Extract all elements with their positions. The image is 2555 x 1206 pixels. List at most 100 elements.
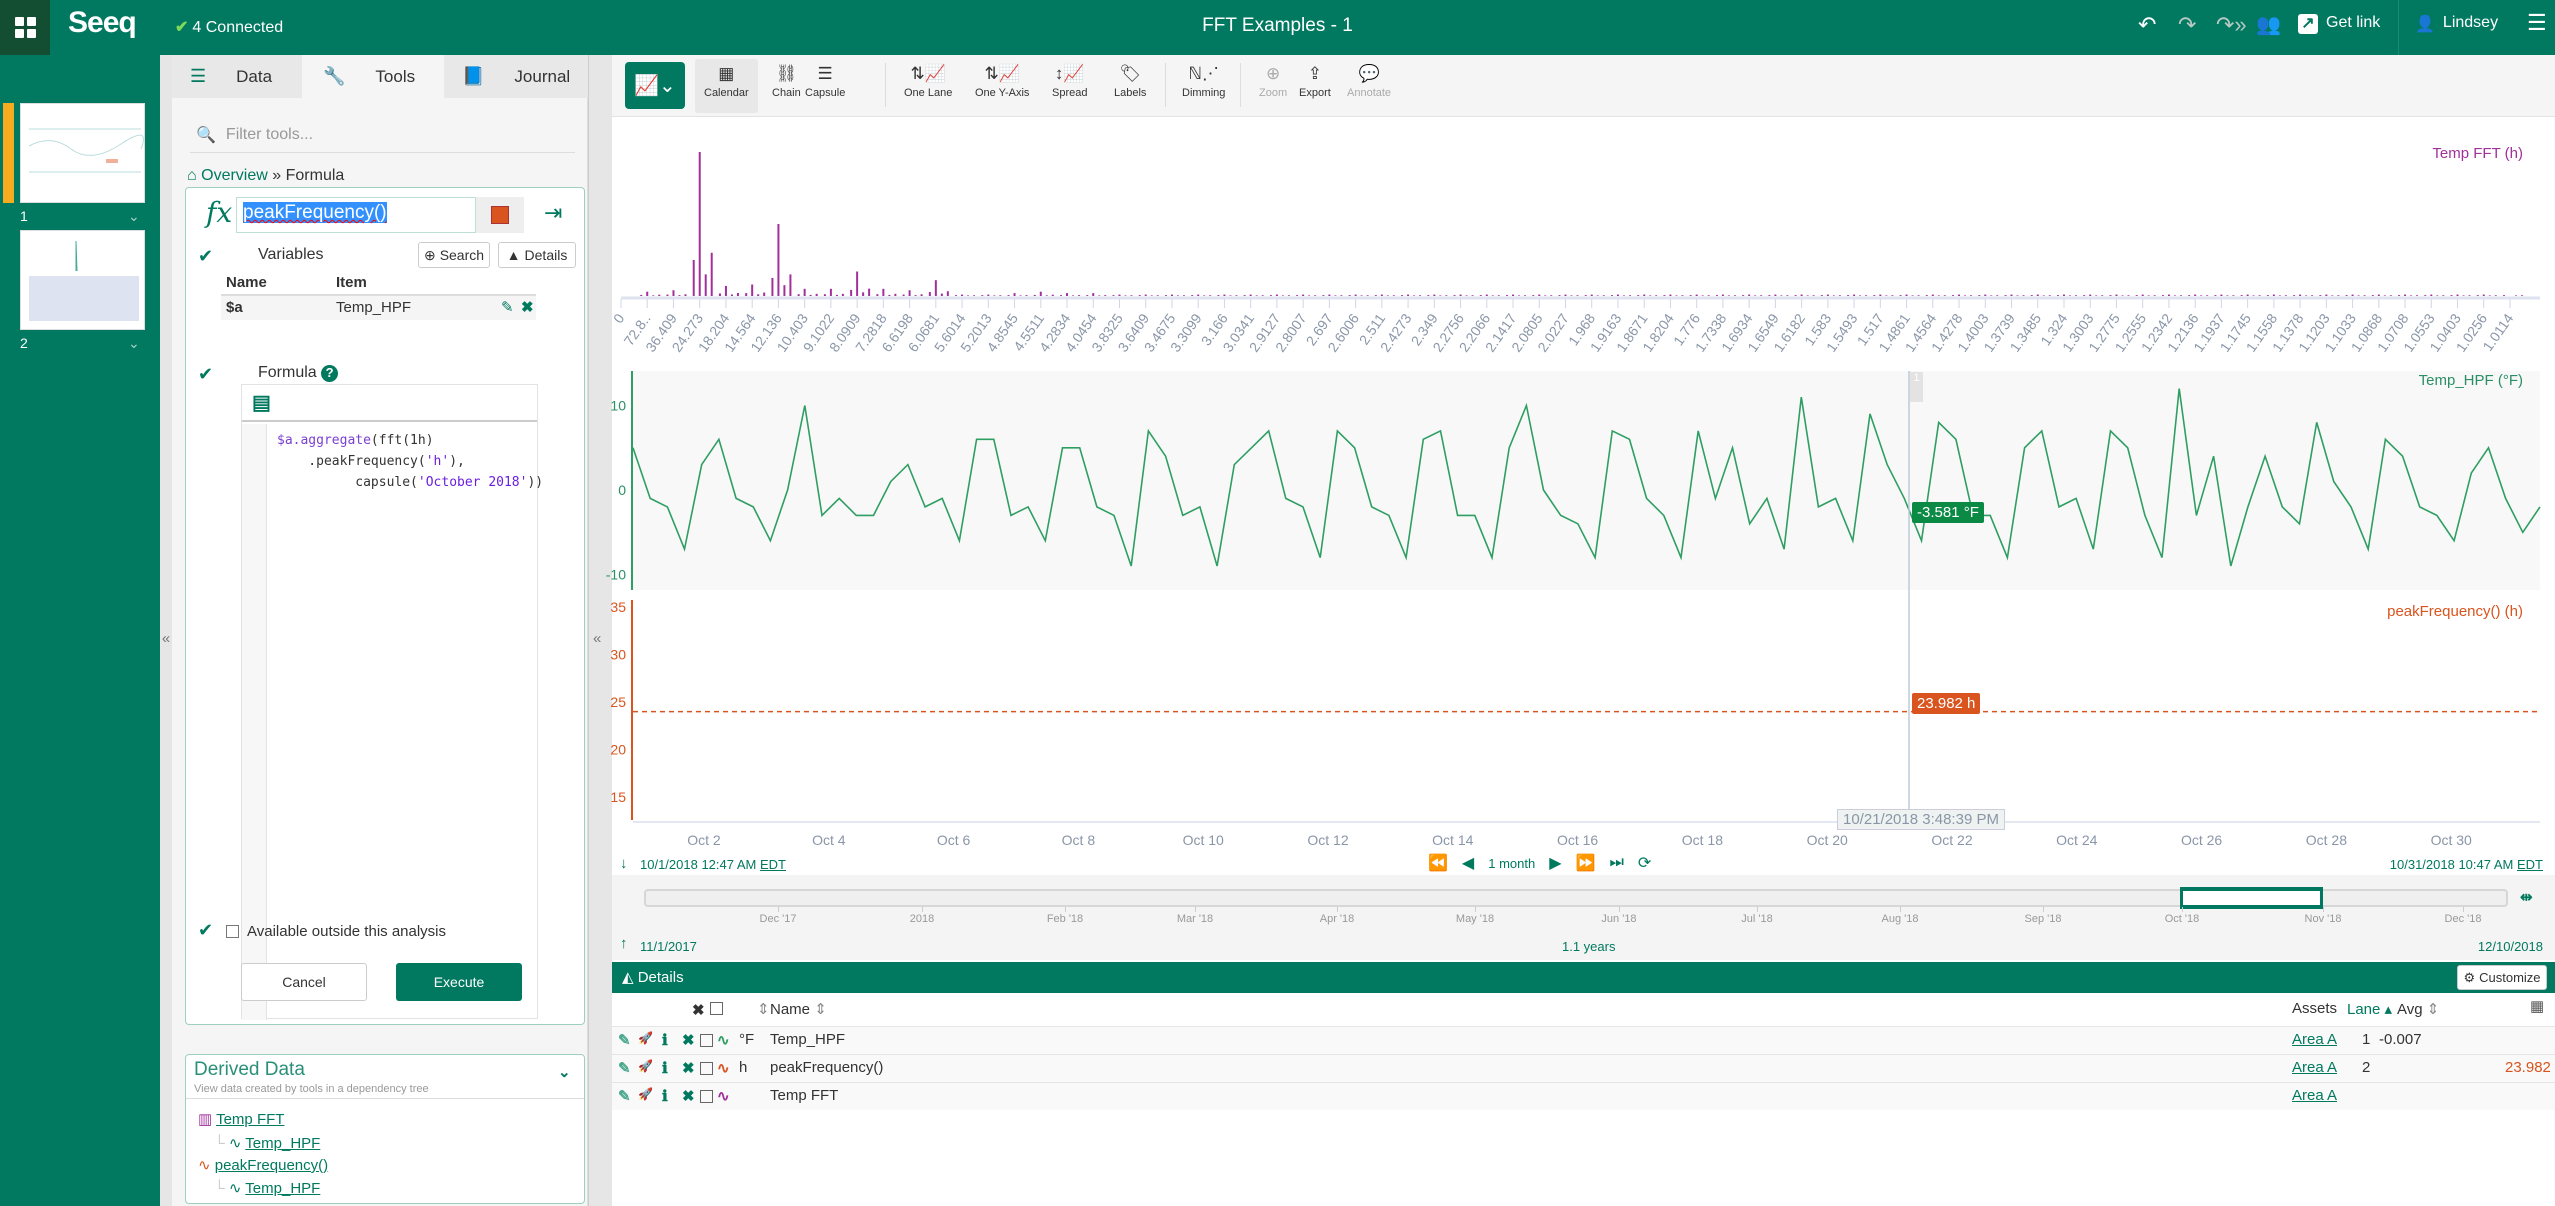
get-link-button[interactable]: ↗ Get link — [2298, 14, 2380, 34]
row-checkbox[interactable] — [700, 1034, 713, 1047]
refresh-icon[interactable]: ⟳ — [1637, 855, 1652, 872]
row-checkbox[interactable] — [700, 1062, 713, 1075]
one-y-axis-button[interactable]: ⇅📈 One Y-Axis — [975, 61, 1029, 99]
step-back-icon[interactable]: ◀ — [1461, 855, 1475, 872]
add-column-icon[interactable]: ▦ — [2530, 998, 2545, 1015]
column-assets[interactable]: Assets — [2292, 1000, 2338, 1017]
breadcrumb-overview[interactable]: Overview — [201, 167, 268, 184]
select-all-checkbox[interactable] — [710, 1002, 723, 1015]
asset-link[interactable]: Area A — [2292, 1059, 2338, 1076]
remove-icon[interactable]: ✖ — [521, 299, 534, 316]
navigator-track[interactable] — [644, 889, 2508, 907]
formula-editor[interactable]: ▤ $a.aggregate(fft(1h) .peakFrequency('h… — [241, 384, 543, 1020]
customize-button[interactable]: ⚙ Customize — [2457, 965, 2547, 990]
derived-item[interactable]: ∿ peakFrequency() — [198, 1157, 329, 1174]
pencil-icon[interactable]: ✎ — [501, 299, 514, 316]
info-icon[interactable]: ℹ — [662, 1088, 668, 1105]
undo-icon[interactable]: ↶ — [2138, 12, 2157, 37]
investigate-range-end[interactable]: 12/10/2018 — [2477, 939, 2543, 954]
collapse-icon[interactable]: « — [161, 630, 171, 647]
remove-all-icon[interactable]: ✖ — [692, 1002, 705, 1019]
chevron-down-icon[interactable]: ⌄ — [128, 208, 140, 224]
table-row[interactable]: ✎ 🚀 ℹ ✖ ∿ °F Temp_HPF Area A 1 -0.007 — [612, 1026, 2555, 1054]
home-icon[interactable]: ⌂ — [187, 167, 197, 184]
asset-link[interactable]: Area A — [2292, 1031, 2338, 1048]
chevron-down-icon[interactable]: ⌄ — [128, 335, 140, 351]
calendar-button[interactable]: ▦ Calendar — [704, 61, 749, 99]
rocket-icon[interactable]: 🚀 — [638, 1059, 653, 1073]
help-icon[interactable]: ? — [321, 365, 339, 382]
cancel-button[interactable]: Cancel — [241, 963, 367, 1001]
derived-child[interactable]: └ ∿ Temp_HPF — [214, 1180, 321, 1197]
dock-panel-icon[interactable]: ⇥ — [544, 200, 563, 225]
worksheet-thumbnail-1[interactable] — [20, 103, 145, 203]
column-avg[interactable]: Avg ⇕ — [2397, 1001, 2440, 1018]
redo-icon[interactable]: ↷ — [2178, 12, 2197, 37]
remove-icon[interactable]: ✖ — [682, 1088, 695, 1105]
edit-icon[interactable]: ✎ — [618, 1060, 631, 1077]
remove-icon[interactable]: ✖ — [682, 1060, 695, 1077]
step-back-full-icon[interactable]: ⏪ — [1428, 855, 1448, 872]
step-forward-icon[interactable]: ▶ — [1549, 855, 1562, 872]
row-checkbox[interactable] — [700, 1090, 713, 1103]
zoom-button[interactable]: ⊕ Zoom — [1259, 61, 1287, 99]
dimming-button[interactable]: ℕ⋰ Dimming — [1182, 61, 1225, 99]
display-range-end[interactable]: 10/31/2018 10:47 AM EDT — [2389, 857, 2543, 872]
format-icon[interactable]: ▤ — [252, 392, 271, 414]
available-outside-checkbox[interactable]: Available outside this analysis — [226, 923, 446, 940]
zoom-to-fit-icon[interactable]: ⇹ — [2520, 889, 2533, 906]
hamburger-menu-icon[interactable]: ☰ — [2527, 10, 2547, 35]
range-duration[interactable]: 1 month — [1488, 855, 1536, 871]
export-button[interactable]: ⇪ Export — [1299, 61, 1331, 99]
cursor-handle[interactable]: 1 — [1910, 372, 1923, 402]
redo-all-icon[interactable]: ↷» — [2216, 12, 2247, 37]
investigate-range-start[interactable]: 11/1/2017 — [640, 939, 697, 954]
user-menu[interactable]: 👤 Lindsey — [2415, 14, 2499, 33]
tab-data[interactable]: ☰ Data — [172, 55, 302, 98]
rocket-icon[interactable]: 🚀 — [638, 1031, 653, 1045]
collapse-icon[interactable]: « — [593, 630, 602, 647]
seeq-logo[interactable]: Seeq — [68, 6, 137, 39]
derived-item[interactable]: ▥ Temp FFT — [198, 1111, 285, 1128]
formula-name-input[interactable]: peakFrequency() — [236, 197, 476, 233]
worksheet-thumbnail-2[interactable] — [20, 230, 145, 330]
checkbox[interactable] — [226, 925, 239, 938]
chevron-down-icon[interactable]: ⌄ — [558, 1064, 571, 1081]
one-lane-button[interactable]: ⇅📈 One Lane — [904, 61, 952, 99]
view-selector-button[interactable]: 📈⌄ — [625, 62, 685, 109]
execute-button[interactable]: Execute — [396, 963, 522, 1001]
sort-icon[interactable]: ⇕ — [757, 1001, 770, 1018]
info-icon[interactable]: ℹ — [662, 1060, 668, 1077]
tab-journal[interactable]: 📘 Journal — [444, 55, 588, 98]
investigate-range-duration[interactable]: 1.1 years — [1562, 939, 1616, 954]
column-lane[interactable]: Lane ▴ — [2347, 1001, 2393, 1018]
apps-menu-button[interactable] — [0, 0, 50, 55]
derived-child[interactable]: └ ∿ Temp_HPF — [214, 1135, 321, 1152]
skip-to-now-icon[interactable]: ⏭ — [1609, 854, 1624, 871]
edit-icon[interactable]: ✎ — [618, 1088, 631, 1105]
tab-tools[interactable]: 🔧 Tools — [305, 55, 441, 98]
arrow-up-icon[interactable]: ↑ — [620, 935, 628, 952]
info-icon[interactable]: ℹ — [662, 1032, 668, 1049]
table-row[interactable]: ✎ 🚀 ℹ ✖ ∿ Temp FFT Area A — [612, 1082, 2555, 1110]
formula-code[interactable]: $a.aggregate(fft(1h) .peakFrequency('h')… — [277, 430, 543, 493]
collapse-panel-handle[interactable]: « — [588, 55, 612, 1206]
search-variables-button[interactable]: ⊕ Search — [418, 242, 490, 268]
chain-button[interactable]: ⛓ Chain — [772, 61, 801, 99]
color-picker[interactable] — [476, 197, 524, 233]
capsule-button[interactable]: ☰ Capsule — [805, 61, 845, 99]
display-range-start[interactable]: 10/1/2018 12:47 AM EDT — [640, 857, 786, 872]
step-forward-full-icon[interactable]: ⏩ — [1575, 855, 1596, 872]
edit-icon[interactable]: ✎ — [618, 1032, 631, 1049]
filter-tools-input[interactable]: 🔍 Filter tools... — [190, 117, 575, 153]
arrow-down-icon[interactable]: ↓ — [620, 855, 628, 872]
asset-link[interactable]: Area A — [2292, 1087, 2338, 1104]
spread-button[interactable]: ↕📈 Spread — [1052, 61, 1087, 99]
table-row[interactable]: ✎ 🚀 ℹ ✖ ∿ h peakFrequency() Area A 2 23.982 — [612, 1054, 2555, 1082]
navigator-selection[interactable] — [2180, 887, 2323, 909]
users-icon[interactable]: 👥 — [2256, 14, 2281, 36]
remove-icon[interactable]: ✖ — [682, 1032, 695, 1049]
annotate-button[interactable]: 💬 Annotate — [1347, 61, 1391, 99]
labels-button[interactable]: 🏷 Labels — [1114, 61, 1146, 99]
connection-status[interactable]: ✔ 4 Connected — [175, 19, 284, 36]
